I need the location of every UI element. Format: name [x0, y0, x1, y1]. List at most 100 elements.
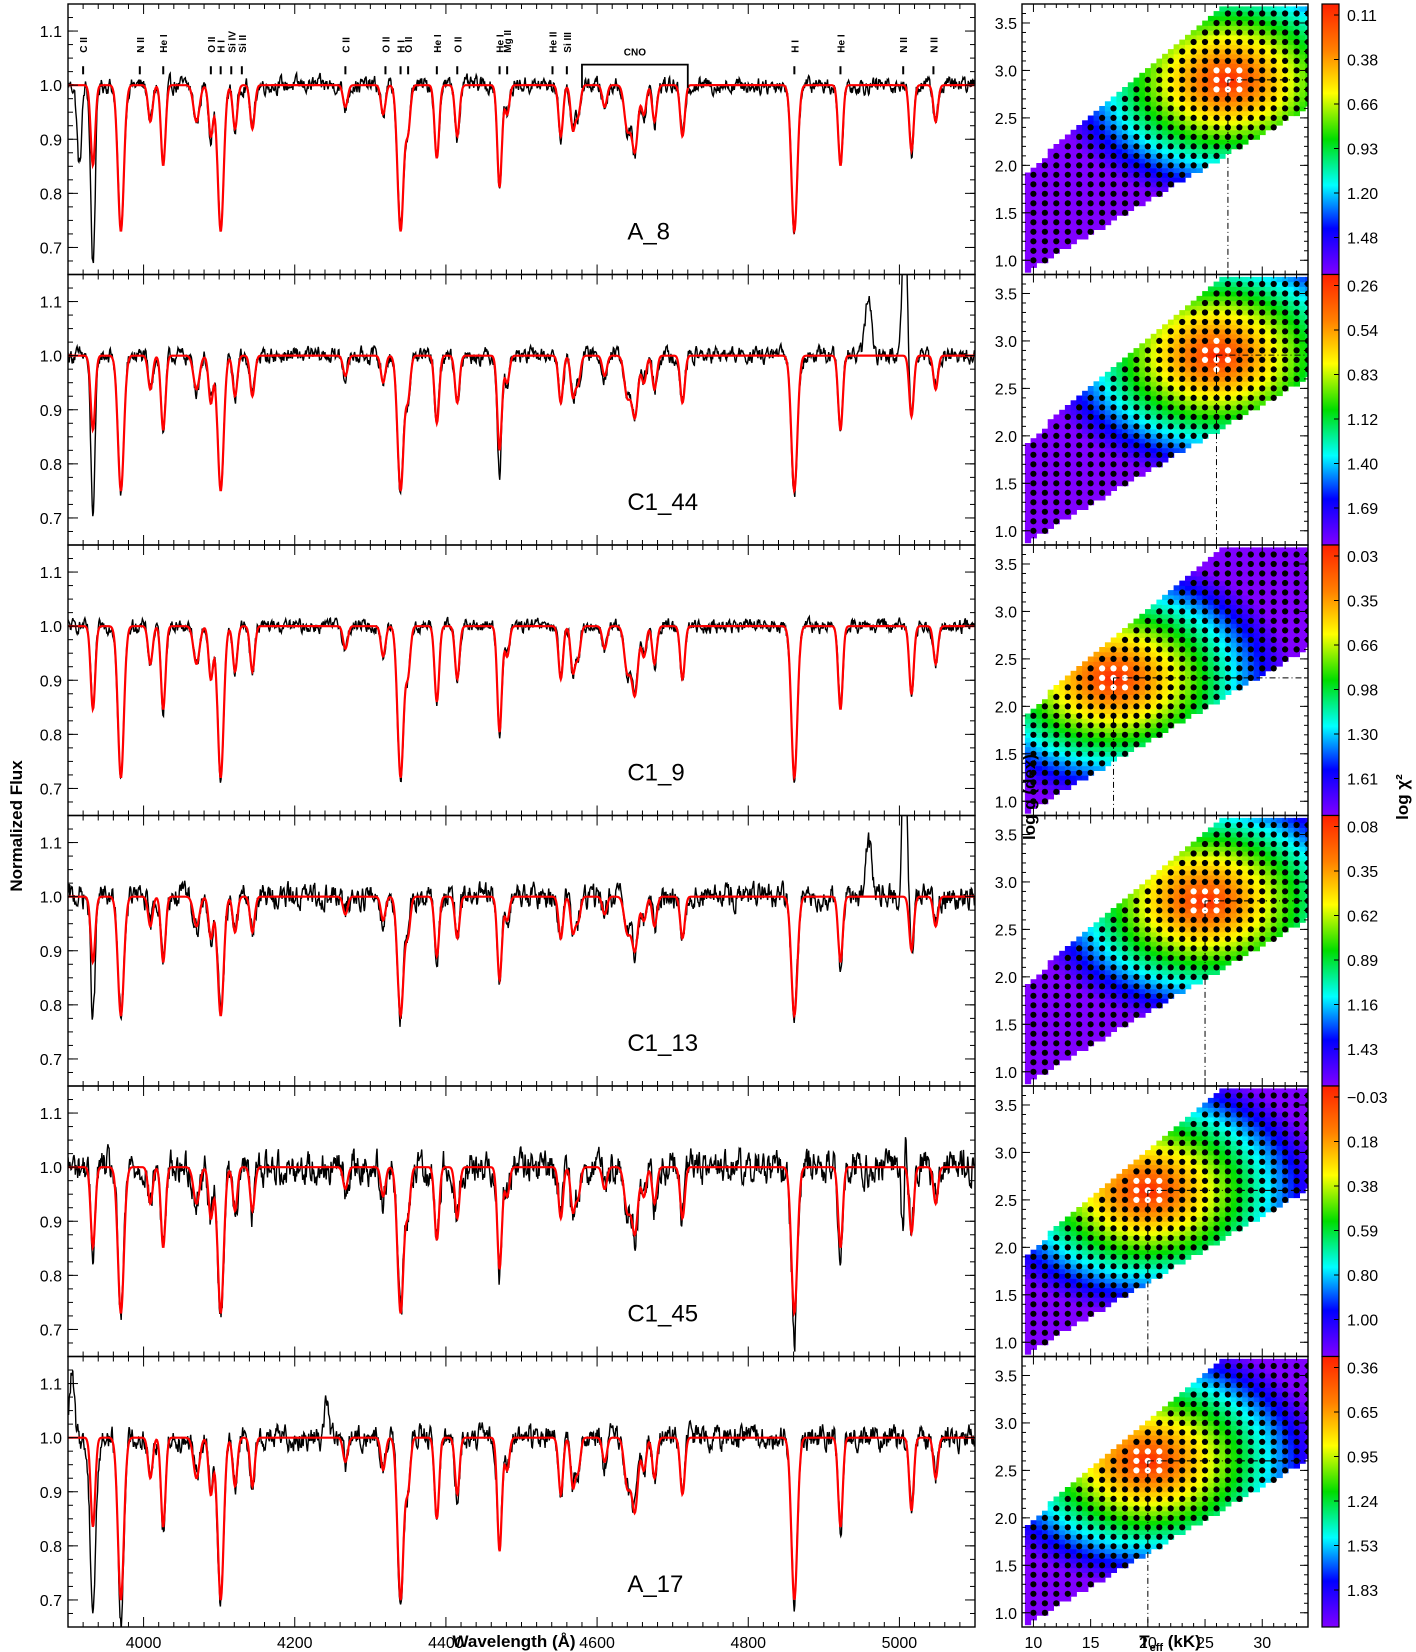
chi2-cell: [1087, 699, 1095, 705]
chi2-cell: [1305, 44, 1308, 50]
chi2-cell: [1053, 196, 1060, 202]
chi2-cell: [1276, 281, 1283, 287]
x-tick-label: 4800: [730, 1635, 766, 1652]
chi2-cell: [1104, 125, 1112, 131]
chi2-cell: [1276, 106, 1283, 112]
chi2-cell: [1247, 324, 1255, 330]
chi2-cell: [1064, 447, 1072, 453]
chi2-cell: [1059, 495, 1066, 501]
grid-point: [1099, 423, 1106, 430]
grid-point: [1133, 461, 1140, 468]
grid-point: [1259, 67, 1266, 74]
chi2-cell: [1225, 25, 1232, 31]
chi2-cell: [1305, 25, 1308, 31]
chi2-cell: [1265, 386, 1272, 392]
chi2-cell: [1059, 457, 1066, 463]
chi2-cell: [1064, 186, 1072, 192]
chi2-cell: [1116, 395, 1123, 401]
chi2-cell: [1185, 409, 1192, 416]
grid-point: [1110, 105, 1117, 112]
chi2-cell: [1104, 438, 1112, 444]
grid-point: [1156, 95, 1163, 102]
chi2-cell: [1082, 433, 1089, 439]
chi2-cell: [1047, 727, 1054, 733]
chi2-cell: [1070, 153, 1077, 159]
chi2-cell: [1236, 390, 1243, 397]
grid-point: [1247, 124, 1254, 131]
chi2-cell: [1082, 419, 1089, 425]
grid-point: [1259, 57, 1266, 64]
grid-point: [1201, 57, 1209, 64]
grid-point: [1201, 162, 1209, 169]
chi2-cell: [1162, 414, 1169, 420]
chi2-cell: [1253, 68, 1260, 74]
chi2-cell: [1030, 196, 1037, 202]
chi2-cell: [1059, 471, 1066, 477]
chi2-cell: [1265, 376, 1272, 382]
chi2-cell: [1070, 400, 1077, 406]
chi2-cell: [1236, 34, 1243, 41]
chi2-cell: [1173, 324, 1180, 330]
chi2-cell: [1139, 452, 1146, 458]
chi2-cell: [1082, 680, 1089, 686]
chi2-cell: [1093, 746, 1100, 752]
chi2-cell: [1219, 53, 1226, 60]
chi2-cell: [1145, 447, 1152, 453]
chi2-cell: [1093, 144, 1100, 150]
grid-point: [1087, 143, 1094, 150]
chi2-cell: [1150, 153, 1157, 159]
chi2-cell: [1305, 286, 1308, 292]
chi2-cell: [1196, 44, 1203, 50]
chi2-cell: [1024, 224, 1032, 230]
chi2-cell: [1070, 466, 1077, 472]
chi2-cell: [1202, 139, 1209, 145]
chi2-cell: [1230, 319, 1238, 325]
chi2-cell: [1247, 63, 1255, 69]
grid-point: [1167, 366, 1174, 373]
chi2-cell: [1082, 694, 1089, 700]
chi2-cell: [1059, 438, 1066, 444]
chi2-cell: [1024, 466, 1032, 472]
grid-point: [1224, 10, 1231, 17]
chi2-cell: [1139, 186, 1146, 192]
chi2-cell: [1173, 381, 1180, 387]
chi2-cell: [1082, 414, 1089, 420]
chi2-cell: [1110, 419, 1117, 425]
chi2-cell: [1162, 367, 1169, 373]
grid-point: [1087, 470, 1094, 477]
chi2-cell: [1064, 205, 1072, 211]
colorbar-tick-label: 1.12: [1347, 412, 1378, 429]
chi2-cell: [1036, 732, 1043, 738]
chi2-cell: [1299, 49, 1306, 55]
chi2-cell: [1253, 115, 1260, 121]
chi2-cell: [1293, 362, 1300, 368]
chi2-cell: [1185, 405, 1192, 411]
chi2-cell: [1253, 348, 1260, 354]
chi2-map-panel: 1.01.52.02.53.03.5 0.260.540.831.121.401.…: [995, 273, 1378, 546]
chi2-cell: [1082, 186, 1089, 192]
grid-point: [1064, 152, 1071, 159]
chi2-cell: [1070, 718, 1077, 724]
chi2-cell: [1196, 367, 1203, 373]
chi2-cell: [1104, 433, 1112, 439]
grid-point: [1179, 152, 1186, 159]
chi2-cell: [1299, 91, 1306, 98]
chi2-cell: [1270, 333, 1278, 340]
chi2-cell: [1253, 338, 1260, 344]
grid-point: [1201, 143, 1209, 150]
chi2-cell: [1173, 438, 1180, 444]
chi2-cell: [1059, 708, 1066, 714]
chi2-cell: [1116, 196, 1123, 202]
chi2-cell: [1042, 428, 1049, 434]
chi2-cell: [1270, 91, 1278, 98]
chi2-cell: [1305, 314, 1308, 321]
chi2-cell: [1253, 357, 1260, 363]
grid-point: [1064, 219, 1071, 226]
chi2-cell: [1156, 72, 1163, 79]
chi2-cell: [1162, 110, 1169, 117]
chi2-cell: [1047, 167, 1054, 173]
chi2-cell: [1082, 443, 1089, 449]
chi2-cell: [1162, 381, 1169, 387]
chi2-cell: [1110, 110, 1117, 117]
chi2-cell: [1259, 381, 1266, 387]
